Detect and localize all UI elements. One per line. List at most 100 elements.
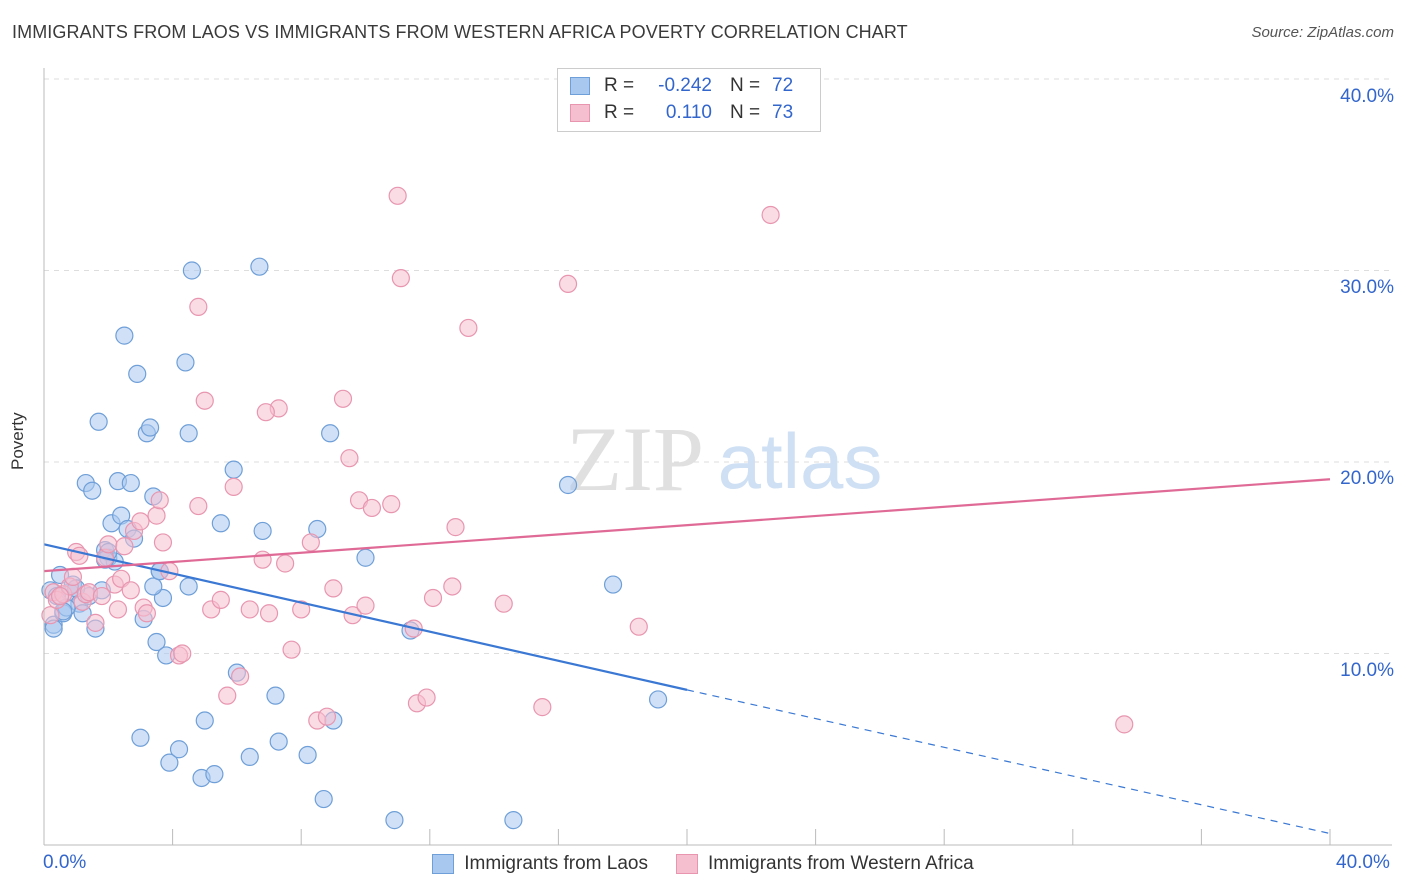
legend-swatch-blue <box>570 77 590 95</box>
data-point-western-africa <box>292 600 311 619</box>
trend-lines <box>43 478 1331 835</box>
series-legend: Immigrants from Laos Immigrants from Wes… <box>0 852 1406 876</box>
data-point-laos <box>128 364 147 384</box>
watermark-zip: ZIP <box>566 408 704 510</box>
data-point-laos <box>176 353 195 372</box>
data-point-western-africa <box>340 449 359 468</box>
y-tick-label: 20.0% <box>1340 468 1394 489</box>
data-point-laos <box>648 690 668 709</box>
legend-swatch-pink <box>570 104 590 122</box>
axes <box>43 68 1392 846</box>
data-point-western-africa <box>459 318 478 338</box>
data-point-laos <box>250 257 269 276</box>
data-point-western-africa <box>240 600 259 619</box>
data-point-laos <box>558 475 578 495</box>
data-point-laos <box>131 728 150 747</box>
legend-row-laos: R = -0.242 N = 72 <box>570 73 793 99</box>
legend-swatch-pink <box>676 854 698 874</box>
data-point-western-africa <box>276 554 295 573</box>
data-point-western-africa <box>189 297 208 316</box>
r-value: 0.110 <box>665 102 712 123</box>
x-tick-label: 0.0% <box>43 852 87 873</box>
data-point-western-africa <box>324 579 343 598</box>
data-point-western-africa <box>115 537 134 556</box>
data-point-laos <box>298 745 317 765</box>
data-point-western-africa <box>443 577 462 596</box>
data-point-western-africa <box>494 594 513 613</box>
data-point-laos <box>240 747 259 767</box>
data-point-western-africa <box>629 617 648 636</box>
data-point-western-africa <box>1115 715 1134 734</box>
data-point-laos <box>182 261 201 280</box>
legend-label-western-africa: Immigrants from Western Africa <box>708 853 974 874</box>
data-point-laos <box>224 460 243 479</box>
data-point-laos <box>83 481 102 500</box>
data-point-western-africa <box>131 512 150 531</box>
data-point-laos <box>356 548 375 567</box>
data-point-western-africa <box>256 403 275 422</box>
data-point-laos <box>144 577 163 596</box>
data-point-western-africa <box>150 491 169 510</box>
n-value: 72 <box>772 75 794 96</box>
r-value: -0.242 <box>658 75 712 96</box>
legend-swatch-blue <box>432 854 455 874</box>
data-points <box>41 186 1134 830</box>
data-point-western-africa <box>224 477 243 496</box>
data-point-laos <box>269 732 288 751</box>
data-point-western-africa <box>761 205 780 225</box>
data-point-laos <box>169 740 189 759</box>
data-point-western-africa <box>63 567 83 587</box>
data-point-western-africa <box>50 586 70 606</box>
data-point-laos <box>121 473 140 493</box>
data-point-western-africa <box>391 269 410 288</box>
data-point-laos <box>321 424 340 443</box>
data-point-laos <box>205 765 224 784</box>
legend-item-laos: Immigrants from Laos <box>432 853 648 875</box>
data-point-western-africa <box>533 698 552 717</box>
data-point-western-africa <box>382 495 401 514</box>
data-point-western-africa <box>317 707 337 726</box>
data-point-western-africa <box>147 506 166 525</box>
data-point-western-africa <box>121 581 140 600</box>
data-point-western-africa <box>259 604 279 623</box>
watermark-atlas: atlas <box>718 417 883 505</box>
data-point-laos <box>179 577 198 596</box>
data-point-western-africa <box>446 518 465 537</box>
data-point-western-africa <box>423 588 443 608</box>
data-point-western-africa <box>558 274 578 294</box>
data-point-western-africa <box>333 389 353 408</box>
data-point-western-africa <box>173 644 192 663</box>
data-point-western-africa <box>41 606 60 625</box>
data-point-laos <box>140 418 160 437</box>
data-point-laos <box>89 412 108 431</box>
n-label: N = <box>730 102 761 123</box>
data-point-laos <box>160 753 179 772</box>
data-point-laos <box>314 789 333 809</box>
legend-row-western-africa: R = 0.110 N = 73 <box>570 100 793 126</box>
data-point-western-africa <box>388 186 407 205</box>
trend-line-laos-extension <box>686 689 1331 835</box>
correlation-legend: R = -0.242 N = 72 R = 0.110 N = 73 <box>557 68 821 132</box>
data-point-western-africa <box>211 590 230 609</box>
data-point-laos <box>504 811 523 830</box>
data-point-western-africa <box>153 533 173 552</box>
chart-title: IMMIGRANTS FROM LAOS VS IMMIGRANTS FROM … <box>12 22 908 42</box>
data-point-western-africa <box>99 535 118 554</box>
data-point-western-africa <box>195 391 214 410</box>
data-point-western-africa <box>301 533 320 552</box>
x-tick-label: 40.0% <box>1336 852 1390 873</box>
source-label: Source: ZipAtlas.com <box>1251 24 1394 41</box>
n-label: N = <box>730 75 761 96</box>
r-label: R = <box>604 102 635 123</box>
legend-label-laos: Immigrants from Laos <box>464 853 648 874</box>
data-point-laos <box>195 711 214 730</box>
data-point-laos <box>603 575 623 594</box>
y-tick-label: 30.0% <box>1340 277 1394 298</box>
data-point-western-africa <box>92 586 111 606</box>
data-point-laos <box>147 632 166 652</box>
data-point-western-africa <box>86 613 105 632</box>
data-point-laos <box>211 514 230 533</box>
n-value: 73 <box>772 102 794 123</box>
data-point-laos <box>266 686 285 705</box>
r-label: R = <box>604 75 635 96</box>
